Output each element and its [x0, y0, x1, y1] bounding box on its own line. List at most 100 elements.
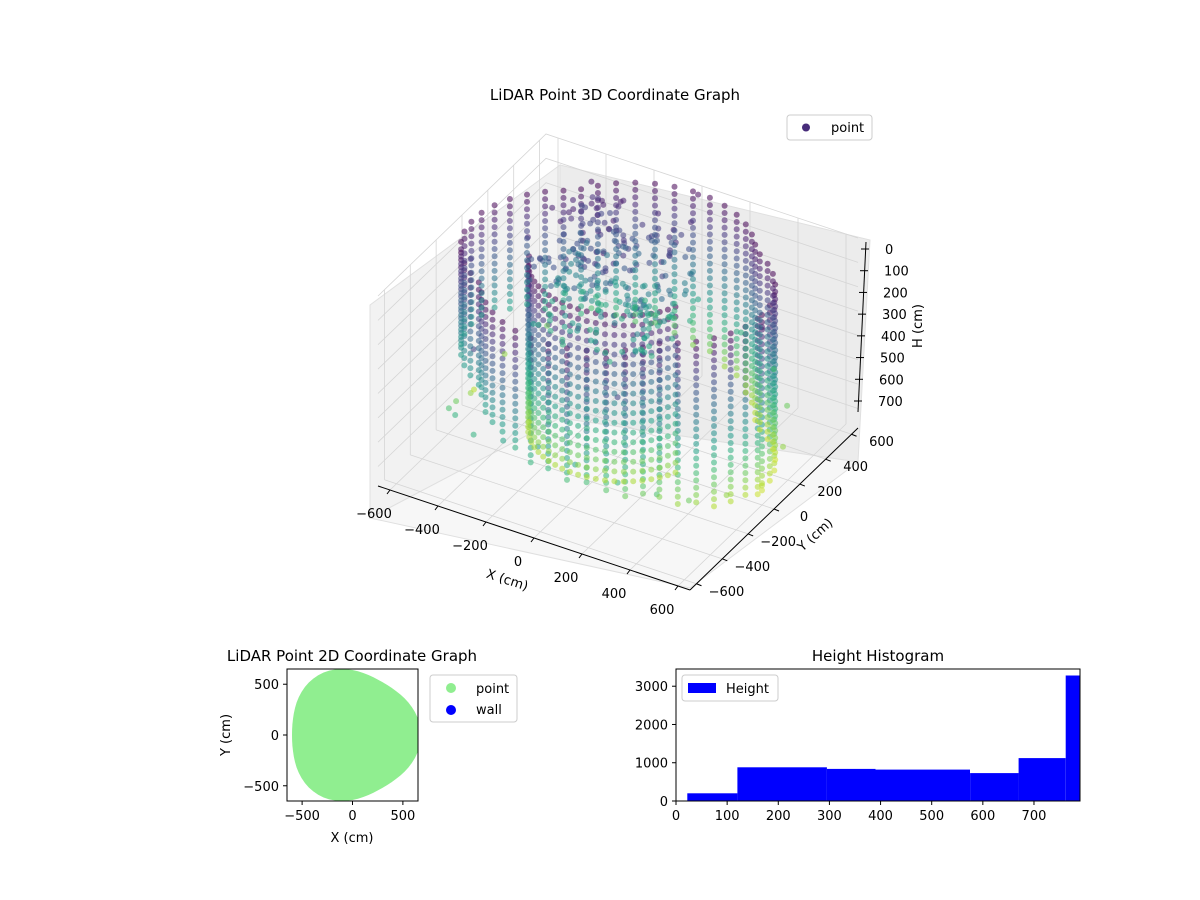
3d-point [706, 209, 713, 216]
3d-point [620, 478, 627, 485]
3d-point [542, 203, 549, 210]
3d-point [512, 342, 519, 349]
2d-point-region [292, 669, 418, 801]
3d-point [578, 186, 585, 193]
3d-point [742, 455, 749, 462]
3d-point [693, 375, 700, 382]
3d-point [540, 443, 547, 450]
3d-point [769, 329, 776, 336]
3d-point [512, 335, 519, 341]
3d-point [588, 178, 595, 185]
3d-point [573, 272, 579, 279]
3d-point [540, 385, 547, 392]
3d-point [652, 195, 658, 202]
3d-point [642, 297, 648, 304]
3d-point [594, 226, 601, 233]
3d-point [552, 354, 559, 361]
3d-point [672, 469, 679, 476]
3d-point [501, 351, 508, 357]
3d-point [570, 206, 577, 213]
3d-point [742, 243, 749, 250]
3d-point [632, 238, 639, 245]
3d-point [671, 329, 678, 336]
3d-point [499, 377, 506, 384]
3d-point [489, 389, 496, 396]
3d-point [693, 426, 700, 433]
3d-point [588, 200, 595, 207]
3d-point [742, 221, 749, 228]
3d-point [506, 218, 513, 224]
3d-point [559, 455, 566, 462]
3d-point [604, 252, 610, 259]
3d-point [603, 414, 610, 421]
3d-point [664, 433, 671, 440]
3d-point [592, 388, 599, 395]
3d-point [769, 351, 776, 358]
3d-point [566, 400, 573, 407]
3d-point [478, 253, 485, 260]
3d-point [756, 346, 763, 353]
3d-point [562, 290, 569, 297]
3d-point [647, 320, 654, 327]
3d-point [512, 327, 519, 334]
3d-point [764, 421, 771, 428]
3d-point [489, 367, 496, 374]
3d-point [756, 273, 763, 280]
3d-point [611, 419, 618, 426]
3d-point [575, 442, 582, 449]
3d-point [748, 363, 755, 369]
3d-point [478, 217, 485, 224]
3d-point [733, 372, 740, 379]
3d-point [524, 213, 530, 220]
3d-point [742, 374, 749, 381]
3d-point [630, 419, 637, 426]
3d-point [733, 299, 740, 306]
3d-point [711, 357, 717, 364]
3d-point [756, 280, 763, 287]
3d-point [535, 400, 542, 407]
3d-point [575, 384, 582, 390]
3d-point [468, 262, 475, 269]
3d-point [620, 332, 627, 339]
3d-point [664, 404, 671, 411]
3d-point [711, 452, 717, 459]
3d-point [606, 358, 613, 365]
3d-point [540, 346, 547, 353]
3d-point [559, 348, 566, 355]
3d-point [499, 355, 506, 362]
3d-point [566, 459, 573, 466]
3d-point [672, 459, 679, 466]
3d-point [630, 468, 637, 475]
3d-point [524, 250, 530, 256]
3d-point [603, 472, 610, 479]
3d-z-ticks: 0 100 200 300 400 500 600 700 [854, 243, 909, 410]
3d-point [664, 365, 671, 372]
histogram-x-ticks: 0 100 200 300 400 500 600 700 [672, 801, 1046, 824]
3d-point [594, 241, 601, 248]
3d-point [672, 401, 679, 408]
3d-point [764, 282, 771, 289]
3d-point [652, 312, 658, 319]
3d-point [648, 437, 655, 444]
3d-point [613, 195, 620, 201]
3d-point [672, 440, 679, 447]
3d-point [553, 282, 560, 288]
tick-mark [773, 508, 780, 512]
3d-point [748, 282, 755, 289]
3d-point [639, 389, 646, 396]
3d-point [671, 307, 678, 314]
3d-point [545, 409, 552, 416]
3d-point [706, 216, 713, 223]
3d-point [721, 305, 728, 311]
3d-point [764, 333, 771, 340]
3d-point [733, 240, 740, 247]
3d-point [540, 317, 547, 324]
3d-point [733, 262, 740, 269]
3d-point [759, 472, 765, 479]
histogram-y-ticks: 0 1000 2000 3000 [635, 680, 676, 810]
3d-point [613, 238, 620, 245]
3d-point [461, 265, 468, 271]
3d-point [542, 232, 549, 239]
3d-point [526, 331, 532, 338]
3d-point [630, 371, 637, 378]
